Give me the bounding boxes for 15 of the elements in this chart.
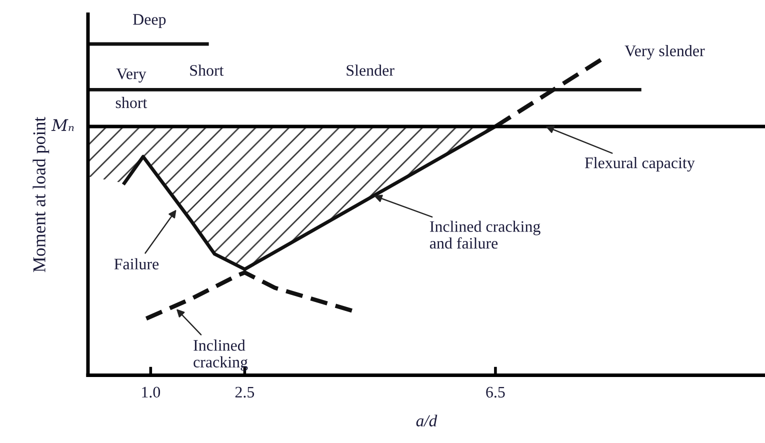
ref-line-label: Mₙ — [51, 119, 74, 131]
text: Deep — [133, 14, 166, 28]
annotation: Slender — [346, 64, 394, 76]
x-tick-label: 6.5 — [486, 386, 505, 398]
annotation: Inclined cracking and failure — [430, 220, 540, 249]
x-tick-label: 1.0 — [142, 386, 160, 398]
annotation: Inclined cracking — [194, 340, 248, 371]
y-axis-title: Moment at load point — [32, 116, 50, 272]
x-tick-label: 2.5 — [235, 386, 254, 398]
annotation: Failure — [114, 258, 159, 270]
annotation: Short — [190, 64, 224, 76]
annotation: Flexural capacity — [584, 157, 695, 172]
annotation: Very short — [116, 68, 148, 108]
x-axis-title: a/d — [416, 414, 438, 426]
annotation: Very slender — [624, 45, 705, 60]
